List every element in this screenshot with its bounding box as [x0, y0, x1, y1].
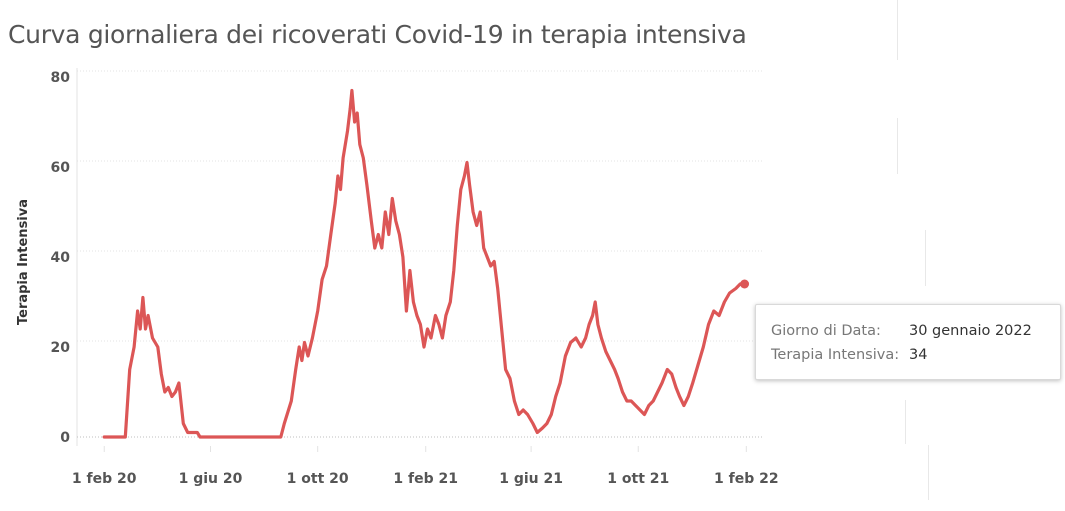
tooltip-row-value: Terapia Intensiva: 34 [771, 347, 927, 363]
y-axis-label: Terapia Intensiva [16, 199, 31, 325]
x-tick-label: 1 ott 21 [607, 471, 669, 487]
background-artifact [897, 0, 898, 60]
tooltip-value-value: 34 [909, 347, 928, 363]
series-line-layer[interactable] [102, 88, 750, 439]
x-axis-ticks: 1 feb 20 1 giu 20 1 ott 20 1 feb 21 1 giu 21… [72, 446, 779, 487]
tooltip-date-value: 30 gennaio 2022 [909, 323, 1032, 339]
x-tick-label: 1 feb 22 [714, 471, 779, 487]
series-line[interactable] [102, 88, 747, 439]
y-axis-ticks: 0 20 40 60 80 [51, 70, 71, 446]
y-tick-label: 60 [51, 160, 71, 176]
background-artifact [928, 445, 929, 500]
y-tick-label: 20 [51, 340, 71, 356]
y-tick-label: 40 [51, 250, 71, 266]
y-tick-label: 0 [60, 430, 70, 446]
x-tick-label: 1 giu 20 [179, 471, 243, 487]
tooltip-value-key: Terapia Intensiva: [771, 347, 900, 363]
background-artifact [897, 118, 898, 174]
y-tick-label: 80 [51, 70, 71, 86]
background-artifact [925, 230, 926, 286]
highlighted-point[interactable] [740, 279, 750, 289]
gridlines [76, 68, 763, 446]
data-tooltip: Giorno di Data: 30 gennaio 2022 Terapia I… [755, 304, 1061, 380]
tooltip-date-key: Giorno di Data: [771, 323, 881, 339]
x-tick-label: 1 feb 21 [393, 471, 458, 487]
x-tick-label: 1 feb 20 [72, 471, 137, 487]
tooltip-row-date: Giorno di Data: 30 gennaio 2022 [771, 323, 1032, 339]
background-artifact [905, 400, 906, 444]
x-tick-label: 1 giu 21 [499, 471, 563, 487]
chart-title: Curva giornaliera dei ricoverati Covid-1… [8, 20, 747, 49]
x-tick-label: 1 ott 20 [287, 471, 349, 487]
